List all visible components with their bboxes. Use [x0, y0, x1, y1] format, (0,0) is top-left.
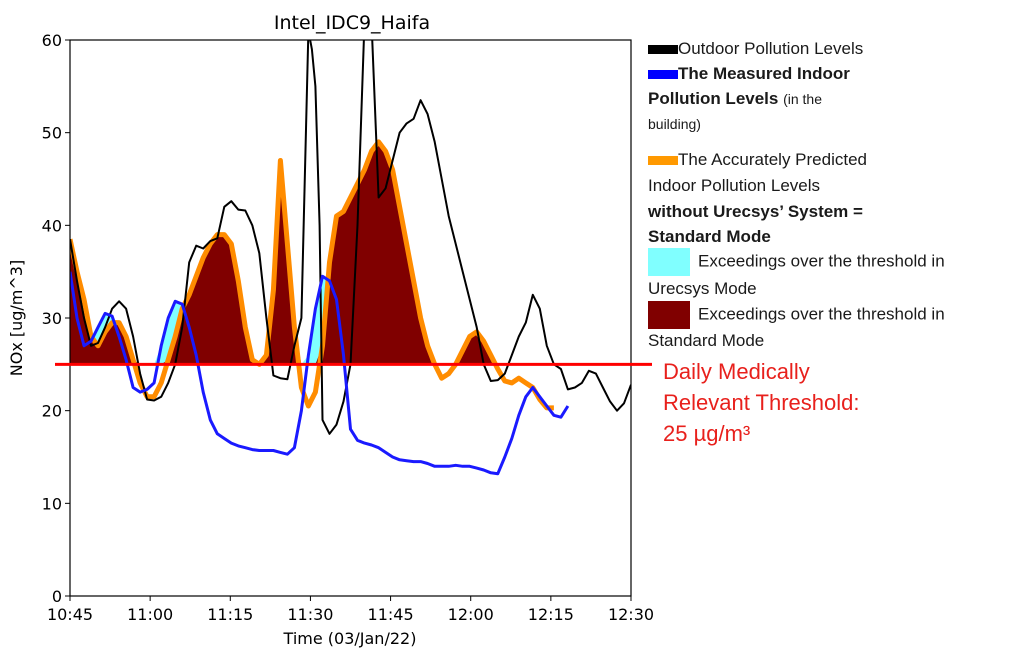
- legend-label-predicted-1: The Accurately Predicted: [678, 150, 867, 169]
- x-tick-label: 11:00: [127, 605, 173, 624]
- legend-item-indoor-3: building): [648, 112, 701, 137]
- chart-title: Intel_IDC9_Haifa: [274, 12, 430, 34]
- legend-label-predicted-4: Standard Mode: [648, 227, 771, 246]
- threshold-note-line3: 25 µg/m³: [663, 421, 751, 446]
- y-tick-label: 60: [42, 31, 62, 50]
- legend-swatch-outdoor: [648, 45, 678, 55]
- y-axis-ticks: 0 10 20 30 40 50 60: [42, 31, 70, 606]
- y-tick-label: 0: [52, 587, 62, 606]
- legend-swatch-maroon: [648, 301, 690, 329]
- legend-label-indoor-2: Pollution Levels: [648, 89, 779, 108]
- legend-swatch-predicted: [648, 156, 678, 166]
- legend-label-predicted-3: without Urecsys’ System =: [648, 202, 863, 221]
- legend-item-predicted-4: Standard Mode: [648, 224, 771, 249]
- x-axis-label: Time (03/Jan/22): [283, 629, 417, 648]
- y-tick-label: 40: [42, 216, 62, 235]
- legend-label-indoor-note: (in the: [783, 91, 823, 107]
- legend-item-predicted-3: without Urecsys’ System =: [648, 199, 863, 224]
- legend-label-outdoor: Outdoor Pollution Levels: [678, 39, 864, 58]
- x-tick-label: 11:15: [207, 605, 253, 624]
- x-tick-label: 12:00: [448, 605, 494, 624]
- legend-label-predicted-2: Indoor Pollution Levels: [648, 176, 821, 195]
- legend-swatch-indoor: [648, 70, 678, 80]
- series-lines: [70, 40, 631, 476]
- x-tick-label: 11:45: [368, 605, 414, 624]
- y-tick-label: 30: [42, 309, 62, 328]
- x-tick-label: 12:30: [608, 605, 654, 624]
- x-axis-ticks: 10:45 11:00 11:15 11:30 11:45 12:00 12:15 12:30: [47, 596, 654, 624]
- x-tick-label: 10:45: [47, 605, 93, 624]
- legend-label-cyan-1: Exceedings over the threshold in: [698, 251, 945, 271]
- legend-item-predicted: The Accurately Predicted: [648, 147, 867, 172]
- legend-label-cyan-2: Urecsys Mode: [648, 279, 757, 298]
- legend-label-maroon-2: Standard Mode: [648, 331, 765, 350]
- legend-swatch-cyan: [648, 248, 690, 276]
- legend-item-indoor: The Measured Indoor: [648, 61, 850, 86]
- y-axis-label: NOx [ug/m^3]: [7, 260, 26, 376]
- legend-label-indoor: The Measured Indoor: [678, 64, 850, 83]
- x-tick-label: 11:30: [287, 605, 333, 624]
- y-tick-label: 50: [42, 124, 62, 143]
- legend-item-outdoor: Outdoor Pollution Levels: [648, 36, 863, 61]
- indoor-line: [70, 271, 570, 476]
- legend-item-cyan: Exceedings over the threshold in: [648, 248, 945, 276]
- legend-item-maroon: Exceedings over the threshold in: [648, 301, 945, 329]
- x-tick-label: 12:15: [528, 605, 574, 624]
- legend-item-maroon-2: Standard Mode: [648, 328, 764, 353]
- predicted-line: [70, 139, 554, 411]
- legend-item-indoor-2: Pollution Levels (in the: [648, 86, 822, 112]
- threshold-note: Daily Medically Relevant Threshold: 25 µ…: [663, 356, 1003, 449]
- y-tick-label: 20: [42, 402, 62, 421]
- legend-item-predicted-2: Indoor Pollution Levels: [648, 173, 820, 198]
- exceedance-fill-standard: [70, 141, 498, 365]
- threshold-note-line1: Daily Medically: [663, 359, 810, 384]
- threshold-note-line2: Relevant Threshold:: [663, 390, 860, 415]
- legend-item-cyan-2: Urecsys Mode: [648, 276, 757, 301]
- legend-label-maroon-1: Exceedings over the threshold in: [698, 304, 945, 324]
- y-tick-label: 10: [42, 494, 62, 513]
- legend-label-indoor-note-2: building): [648, 116, 701, 132]
